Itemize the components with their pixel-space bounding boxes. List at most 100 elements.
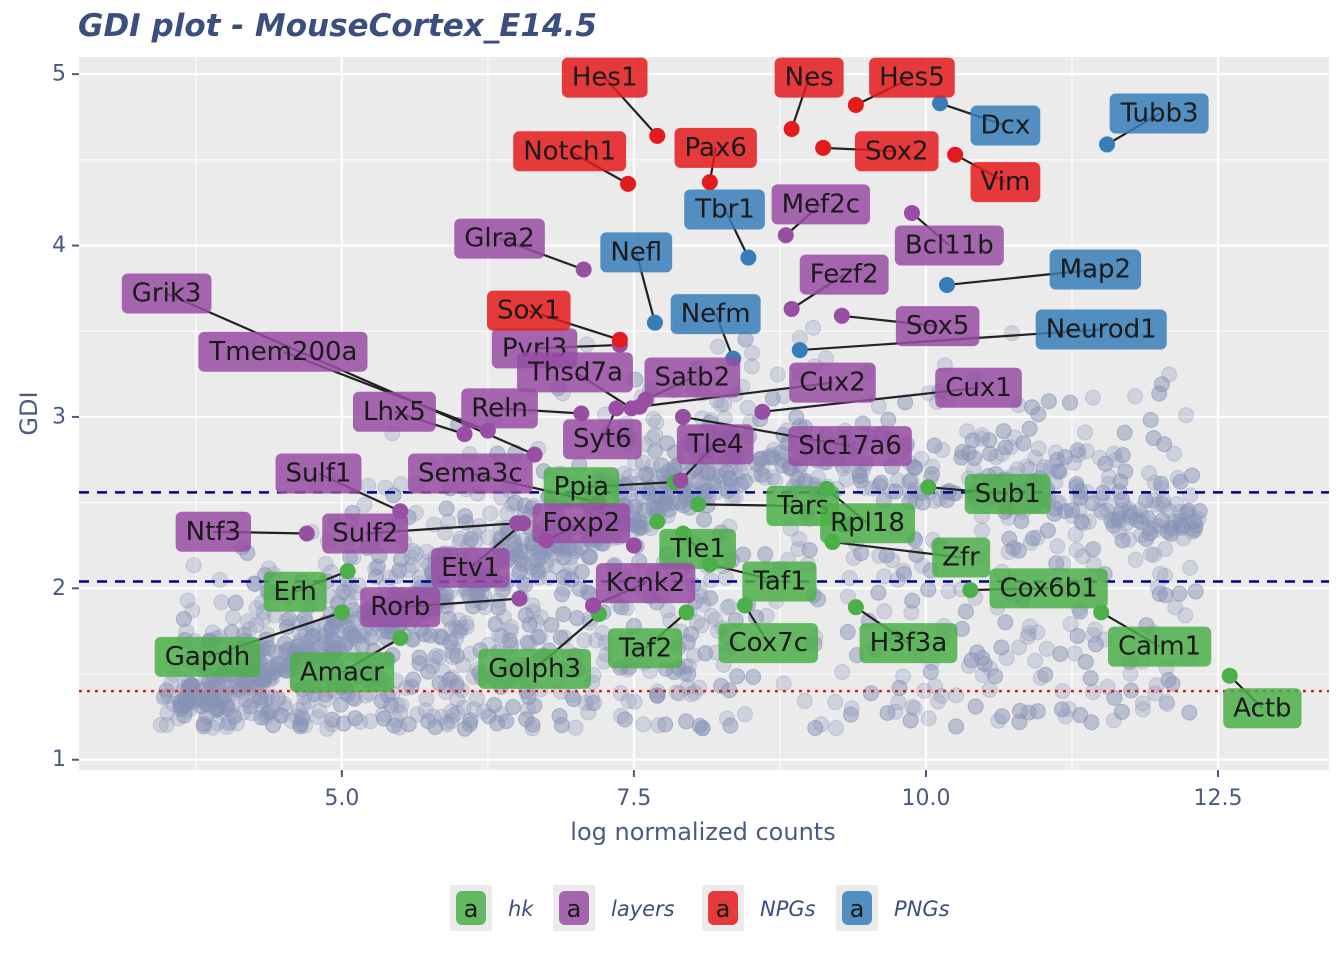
gene-point-layers: [456, 426, 473, 443]
background-gene-point: [1010, 639, 1027, 656]
gene-label-text: Grik3: [132, 279, 202, 309]
background-gene-point: [1106, 689, 1123, 706]
background-gene-point: [761, 448, 778, 465]
gene-label-text: Nefl: [610, 237, 662, 267]
background-gene-point: [721, 471, 738, 488]
background-gene-point: [1101, 496, 1118, 513]
background-gene-point: [791, 466, 808, 483]
background-gene-point: [1174, 519, 1191, 536]
gene-label-text: Sulf2: [332, 518, 398, 548]
background-gene-point: [839, 624, 856, 641]
background-gene-point: [182, 686, 199, 703]
background-gene-point: [1178, 504, 1195, 521]
background-gene-point: [1158, 693, 1175, 710]
background-gene-point: [1191, 503, 1208, 520]
background-gene-point: [264, 665, 281, 682]
background-gene-point: [1160, 672, 1177, 689]
background-gene-point: [1004, 325, 1021, 342]
background-gene-point: [1154, 512, 1171, 529]
background-gene-point: [264, 669, 281, 686]
background-gene-point: [179, 592, 196, 609]
background-gene-point: [648, 414, 665, 431]
background-gene-point: [1148, 496, 1165, 513]
gene-label-text: Taf2: [618, 633, 672, 663]
background-gene-point: [431, 649, 448, 666]
background-gene-point: [969, 644, 986, 661]
background-gene-point: [475, 703, 492, 720]
background-gene-point: [638, 466, 655, 483]
background-gene-point: [1072, 707, 1089, 724]
background-gene-point: [576, 632, 593, 649]
gene-label-text: Nefm: [681, 299, 751, 329]
background-gene-point: [840, 588, 857, 605]
gene-label: Nefm: [670, 294, 761, 335]
background-gene-point: [841, 569, 858, 586]
background-gene-point: [1062, 394, 1079, 411]
background-gene-point: [524, 720, 541, 737]
background-gene-point: [582, 549, 599, 566]
gene-label: Ntf3: [175, 511, 252, 552]
background-gene-point: [456, 720, 473, 737]
background-gene-point: [1038, 640, 1055, 657]
background-gene-point: [438, 714, 455, 731]
gene-label: Vim: [970, 162, 1041, 203]
gene-label-text: Golph3: [488, 654, 581, 684]
legend-label: NPGs: [760, 897, 816, 921]
background-gene-point: [1011, 714, 1028, 731]
background-gene-point: [813, 716, 830, 733]
background-gene-point: [712, 468, 729, 485]
background-gene-point: [292, 716, 309, 733]
background-gene-point: [1025, 530, 1042, 547]
background-gene-point: [700, 465, 717, 482]
background-gene-point: [697, 645, 714, 662]
background-gene-point: [870, 584, 887, 601]
background-gene-point: [679, 634, 696, 651]
background-gene-point: [1114, 447, 1131, 464]
y-tick-label: 3: [52, 404, 66, 429]
background-gene-point: [1019, 628, 1036, 645]
background-gene-point: [1109, 510, 1126, 527]
background-gene-point: [920, 581, 937, 598]
background-gene-point: [1114, 491, 1131, 508]
background-gene-point: [159, 705, 176, 722]
background-gene-point: [555, 580, 572, 597]
gene-label-text: Sox5: [906, 311, 970, 341]
background-gene-point: [948, 718, 965, 735]
gene-label: Rpl18: [820, 503, 915, 544]
background-gene-point: [443, 620, 460, 637]
background-gene-point: [1184, 467, 1201, 484]
gene-point-layers: [631, 398, 648, 415]
background-gene-point: [562, 559, 579, 576]
gene-label-text: Tbr1: [694, 195, 755, 225]
background-gene-point: [851, 466, 868, 483]
background-gene-point: [678, 713, 695, 730]
background-gene-point: [263, 659, 280, 676]
background-gene-point: [736, 473, 753, 490]
background-gene-point: [428, 647, 445, 664]
background-gene-point: [332, 696, 349, 713]
background-gene-point: [809, 469, 826, 486]
background-gene-point: [495, 608, 512, 625]
background-gene-point: [369, 558, 386, 575]
gene-label: Nefl: [600, 232, 673, 273]
background-gene-point: [1171, 503, 1188, 520]
background-gene-point: [386, 717, 403, 734]
background-gene-point: [645, 495, 662, 512]
background-gene-point: [705, 475, 722, 492]
gene-point-pngs: [938, 276, 955, 293]
background-gene-point: [1164, 675, 1181, 692]
background-gene-point: [393, 551, 410, 568]
background-gene-point: [691, 717, 708, 734]
gene-label-text: Reln: [471, 393, 528, 423]
background-gene-point: [890, 694, 907, 711]
background-gene-point: [630, 518, 647, 535]
background-gene-point: [1157, 541, 1174, 558]
background-gene-point: [1030, 406, 1047, 423]
background-gene-point: [1021, 420, 1038, 437]
background-gene-point: [668, 684, 685, 701]
background-gene-point: [324, 716, 341, 733]
background-gene-point: [208, 701, 225, 718]
background-gene-point: [565, 691, 582, 708]
gene-label: Glra2: [454, 218, 545, 259]
background-gene-point: [1051, 463, 1068, 480]
